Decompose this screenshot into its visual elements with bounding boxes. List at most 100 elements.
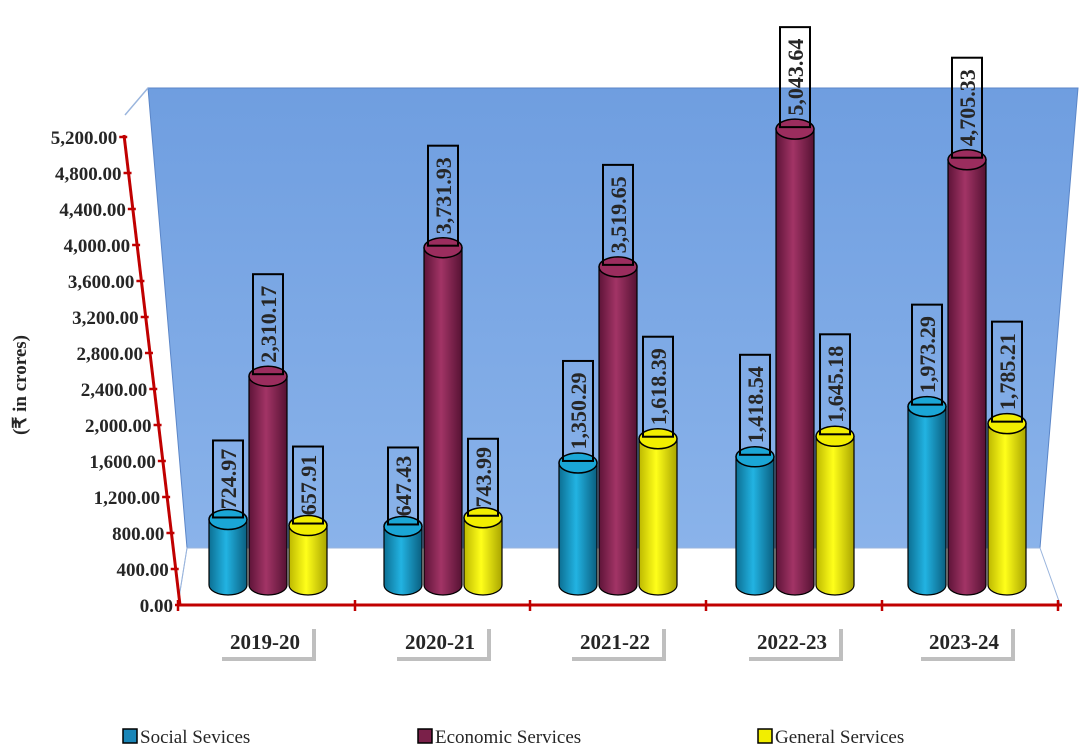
- data-label: 1,785.21: [991, 320, 1023, 423]
- bar-top: [248, 365, 288, 387]
- data-label-box: [467, 437, 499, 517]
- data-label: 1,973.29: [911, 303, 943, 406]
- y-tick-label: 0.00: [140, 596, 173, 617]
- legend-label-economic: Economic Services: [435, 727, 581, 748]
- data-label-text: 1,350.29: [566, 372, 591, 449]
- bar-social-2020-21: [383, 515, 423, 596]
- legend-item-general: General Services: [757, 727, 904, 748]
- bar-top: [598, 256, 638, 278]
- y-tick-label: 4,000.00: [64, 236, 131, 257]
- y-tick-label: 4,800.00: [55, 164, 122, 185]
- data-label: 3,519.65: [602, 163, 634, 266]
- bar-general-2020-21: [463, 507, 503, 596]
- y-tick-label: 400.00: [116, 560, 168, 581]
- data-label-box: [779, 26, 811, 129]
- data-label: 657.91: [292, 445, 324, 525]
- y-axis-line: [122, 134, 182, 606]
- legend: Social Sevices Economic Services General…: [122, 727, 904, 748]
- legend-swatch-general: [757, 728, 773, 744]
- y-tick-label: 1,600.00: [89, 452, 156, 473]
- y-tick-label: 3,200.00: [72, 308, 139, 329]
- x-label-box: [218, 625, 312, 657]
- bar-top: [775, 118, 815, 140]
- bar-body: [815, 435, 855, 596]
- side-wall-edge: [124, 87, 149, 116]
- bar-social-2021-22: [558, 452, 598, 596]
- bar-body: [423, 247, 463, 596]
- y-tick-label: 2,800.00: [76, 344, 143, 365]
- data-label: 1,618.39: [642, 335, 674, 438]
- legend-swatch-social: [122, 728, 138, 744]
- data-label-box: [951, 56, 983, 159]
- bar-top: [947, 148, 987, 171]
- bar-body: [208, 518, 248, 596]
- bar-social-2019-20: [208, 508, 248, 596]
- bar-body: [558, 462, 598, 596]
- y-axis: 0.00 400.00 800.00 1,200.00 1,600.00 2,000.00…: [51, 128, 183, 617]
- x-category-2022-23: 2022-23: [745, 625, 843, 661]
- bars: [208, 118, 1027, 596]
- x-tick-label: 2021-22: [580, 630, 650, 654]
- data-label: 647.43: [387, 446, 419, 526]
- bar-top: [735, 446, 775, 468]
- data-label: 1,350.29: [562, 359, 594, 462]
- bar-economic-2019-20: [248, 365, 288, 596]
- data-label: 4,705.33: [951, 56, 983, 159]
- data-label-text: 647.43: [391, 456, 416, 517]
- x-tick-label: 2022-23: [757, 630, 827, 654]
- x-axis: 2019-20 2020-21 2021-22 2022-23 2023-24: [176, 600, 1062, 661]
- legend-item-economic: Economic Services: [417, 727, 581, 748]
- data-label-text: 3,519.65: [606, 176, 631, 253]
- data-label: 1,418.54: [739, 353, 771, 456]
- x-label-box: [393, 625, 487, 657]
- legend-swatch-economic: [417, 728, 433, 744]
- data-label-box: [252, 273, 284, 376]
- bar-body: [987, 423, 1027, 596]
- bar-general-2021-22: [638, 427, 678, 596]
- legend-label-general: General Services: [775, 727, 904, 748]
- data-label: 3,731.93: [427, 144, 459, 247]
- bar-top: [815, 425, 855, 448]
- x-tick-label: 2019-20: [230, 630, 300, 654]
- data-label-box: [642, 335, 674, 438]
- bar-body: [638, 438, 678, 596]
- data-labels: 724.97 2,310.17 657.91 647.43 3,731.93 743.99…: [212, 26, 1023, 526]
- y-tick-label: 1,200.00: [94, 488, 161, 509]
- data-label-text: 5,043.64: [783, 39, 808, 116]
- data-label-text: 657.91: [296, 455, 321, 515]
- data-label-box: [991, 320, 1023, 423]
- data-label-box: [739, 353, 771, 456]
- bar-body: [598, 266, 638, 596]
- x-category-2019-20: 2019-20: [218, 625, 316, 661]
- bar-top: [638, 427, 678, 450]
- data-label-text: 724.97: [216, 449, 241, 510]
- data-label-box: [819, 333, 851, 436]
- data-label-text: 1,973.29: [915, 316, 940, 393]
- data-label: 724.97: [212, 439, 244, 519]
- y-tick-label: 3,600.00: [68, 272, 135, 293]
- y-tick-label: 2,000.00: [85, 416, 152, 437]
- data-label-text: 2,310.17: [256, 286, 281, 363]
- bar-top: [987, 412, 1027, 435]
- bar-top: [907, 395, 947, 418]
- bar-body: [735, 456, 775, 596]
- bar-body: [775, 128, 815, 596]
- x-category-2020-21: 2020-21: [393, 625, 491, 661]
- x-label-box: [917, 625, 1011, 657]
- data-label-text: 1,645.18: [823, 346, 848, 423]
- legend-item-social: Social Sevices: [122, 727, 250, 748]
- data-label-box: [562, 359, 594, 462]
- bar-top: [463, 507, 503, 529]
- bar-general-2022-23: [815, 425, 855, 596]
- bar-body: [463, 517, 503, 596]
- bar-social-2022-23: [735, 446, 775, 596]
- bar-top: [288, 514, 328, 537]
- bar-top: [208, 508, 248, 531]
- x-category-2023-24: 2023-24: [917, 625, 1015, 661]
- bar-top: [383, 515, 423, 538]
- bar-body: [248, 375, 288, 596]
- bar-top: [423, 236, 463, 259]
- data-label-box: [602, 163, 634, 266]
- bar-economic-2021-22: [598, 256, 638, 596]
